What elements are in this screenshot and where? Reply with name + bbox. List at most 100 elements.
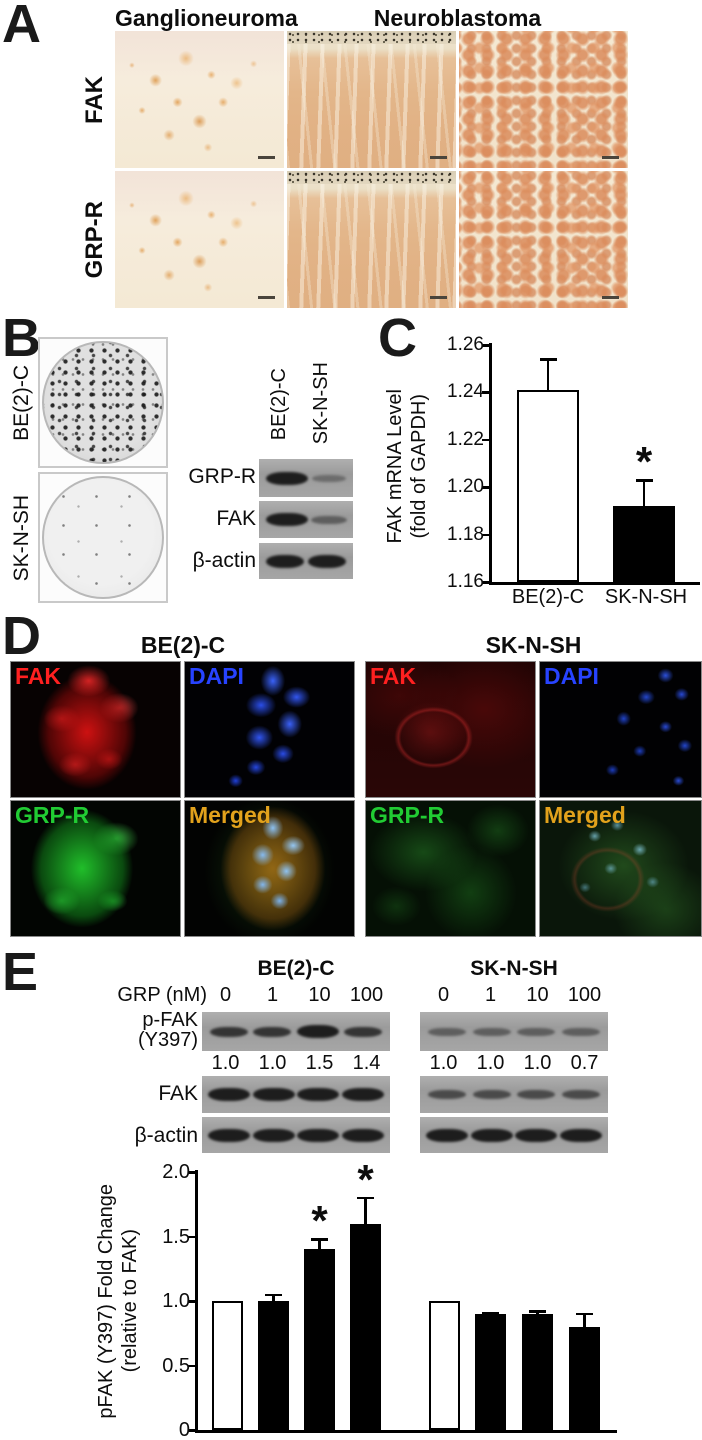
panel-d-header-be2c: BE(2)-C (140, 632, 226, 658)
panel-e-chart-errbar-stem-1 (272, 1294, 275, 1301)
western-blot-actin (259, 543, 353, 579)
panel-e-chart-errbar-cap-2 (311, 1238, 328, 1241)
panel-c-xlabel-sknsh: SK-N-SH (604, 586, 688, 608)
panel-e-header-sknsh: SK-N-SH (470, 957, 558, 980)
grp-dose-label: GRP (nM) (117, 984, 207, 1006)
panel-e-label: E (2, 942, 38, 1002)
panel-b-label: B (2, 308, 41, 368)
blot-row-label-pfak: p-FAK (142, 1009, 198, 1031)
dose-0: 0 (437, 984, 450, 1006)
panel-e-chart-tick-mark (188, 1364, 195, 1367)
fold-value: 1.0 (429, 1052, 458, 1074)
panel-e-chart-x-axis (195, 1430, 617, 1433)
row-label-grpr-wrap: GRP-R (80, 171, 110, 308)
blot-row-label-fak: FAK (216, 507, 256, 530)
stain-label-merged: Merged (544, 802, 626, 828)
panel-e-chart-tick-label: 1.0 (162, 1290, 190, 1312)
if-image-be2c-dapi: DAPI (184, 661, 355, 798)
blot-band (253, 1026, 292, 1037)
if-image-be2c-fak: FAK (10, 661, 181, 798)
panel-e-chart-bar-4 (429, 1301, 460, 1430)
colony-dish-sknsh (38, 472, 168, 603)
blot-band (515, 1128, 558, 1142)
blot-band (428, 1090, 467, 1099)
blot-band (266, 554, 304, 568)
if-image-be2c-merged: Merged (184, 800, 355, 937)
blot-band (310, 515, 347, 524)
panel-c-ylabel-line2: (fold of GAPDH) (407, 393, 430, 539)
panel-c-chart-tick-mark (482, 391, 489, 394)
panel-c-chart-errbar-stem-0 (546, 359, 550, 391)
panel-c-chart-bar-0 (517, 390, 579, 582)
tissue-speckle-band (287, 31, 456, 44)
western-blot-fak-sknsh (420, 1076, 608, 1113)
blot-band (426, 1128, 469, 1142)
ihc-image-grpr-ganglioneuroma (115, 171, 284, 308)
panel-e-chart-tick-mark (188, 1171, 195, 1174)
dose-0: 0 (219, 984, 232, 1006)
blot-band (561, 1090, 600, 1099)
blot-lane-label-sknsh: SK-N-SH (309, 361, 332, 445)
panel-c-chart-x-axis (489, 582, 700, 585)
blot-band (312, 474, 346, 482)
stain-label-dapi: DAPI (189, 663, 244, 689)
panel-c-chart-tick-label: 1.26 (447, 334, 484, 355)
western-blot-actin-sknsh (420, 1117, 608, 1153)
panel-e-chart-significance-3: * (357, 1155, 374, 1203)
blot-lane-label-be2c: BE(2)-C (267, 367, 290, 441)
dose-100: 100 (567, 984, 602, 1006)
stain-label-fak: FAK (15, 663, 61, 689)
panel-c-chart-errbar-cap-1 (635, 479, 653, 482)
panel-e-chart-errbar-stem-7 (583, 1313, 586, 1327)
panel-e-chart-tick-label: 1.5 (162, 1225, 190, 1248)
scale-bar (258, 296, 275, 299)
tissue-speckle-band (287, 171, 456, 184)
blot-row-label-y397: (Y397) (137, 1029, 198, 1051)
row-label-fak: FAK (81, 75, 108, 124)
panel-c-xlabel-be2c: BE(2)-C (511, 586, 585, 608)
ihc-image-fak-ganglioneuroma (115, 31, 284, 168)
blot-row-label-grpr: GRP-R (188, 465, 256, 488)
column-header-neuroblastoma: Neuroblastoma (373, 5, 542, 31)
ihc-image-grpr-neuroblastoma-1 (287, 171, 456, 308)
panel-e-chart-bar-2 (304, 1249, 335, 1430)
dose-1: 1 (484, 984, 497, 1006)
fold-value: 1.0 (523, 1052, 552, 1074)
scale-bar (430, 156, 447, 159)
panel-c-chart-tick-mark (482, 581, 489, 584)
if-image-sknsh-merged: Merged (539, 800, 702, 937)
panel-c-chart-tick-mark (482, 438, 489, 442)
western-blot-fak (259, 501, 353, 538)
panel-e-chart-tick-mark (188, 1300, 195, 1303)
panel-c-chart-tick-mark (482, 486, 489, 489)
stain-label-merged: Merged (189, 802, 271, 828)
blot-band (209, 1026, 248, 1037)
stain-label-dapi: DAPI (544, 663, 599, 689)
blot-band (252, 1128, 295, 1142)
panel-e-ylabel-line1-wrap: pFAK (Y397) Fold Change (94, 1170, 118, 1432)
panel-e-chart-bar-5 (475, 1313, 506, 1430)
dish-label-be2c: BE(2)-C (10, 365, 33, 441)
blot-row-label-fak: FAK (158, 1082, 198, 1105)
panel-d-label: D (2, 606, 41, 666)
panel-e-chart-bar-3 (350, 1223, 381, 1430)
scale-bar (258, 156, 275, 159)
blot-band (252, 1088, 295, 1101)
row-label-grpr: GRP-R (81, 200, 108, 279)
fold-value: 0.7 (570, 1052, 599, 1074)
stain-label-grpr: GRP-R (15, 802, 90, 828)
dose-10: 10 (308, 984, 331, 1006)
panel-c-ylabel-line1: FAK mRNA Level (383, 388, 406, 544)
blot-band (517, 1027, 556, 1036)
panel-c-ylabel-line2-wrap: (fold of GAPDH) (407, 348, 431, 584)
blot-band (208, 1128, 251, 1142)
panel-e-chart-bar-7 (569, 1326, 600, 1430)
blot-band (428, 1027, 467, 1036)
dose-100: 100 (349, 984, 384, 1006)
dish-label-sknsh-wrap: SK-N-SH (8, 474, 36, 602)
fold-value: 1.0 (211, 1052, 240, 1074)
blot-lane-label-be2c-wrap: BE(2)-C (266, 352, 292, 456)
panel-c-chart-y-axis (489, 343, 492, 584)
panel-e-chart-bar-6 (522, 1313, 553, 1430)
